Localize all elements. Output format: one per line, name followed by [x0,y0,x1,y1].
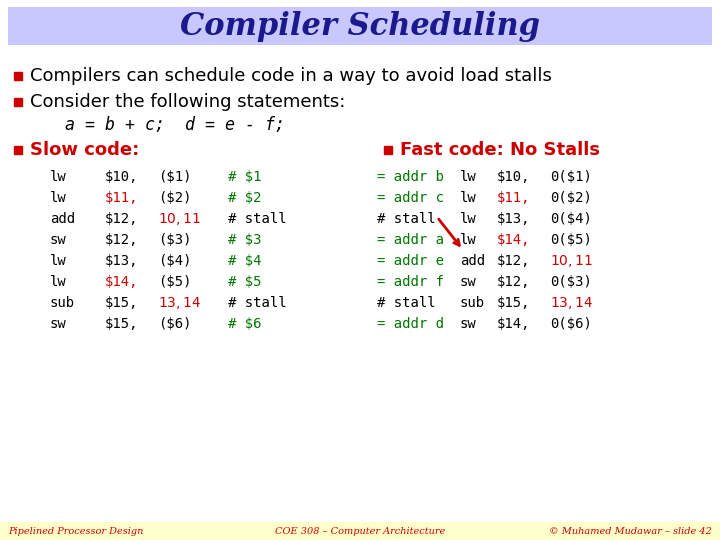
Text: ($1): ($1) [158,170,192,184]
Text: $14,: $14, [497,233,531,247]
Text: 0($6): 0($6) [550,317,592,331]
Text: Consider the following statements:: Consider the following statements: [30,93,346,111]
Text: add: add [50,212,75,226]
Text: # $5: # $5 [228,275,261,289]
Text: ($4): ($4) [158,254,192,268]
Text: a = b + c;  d = e - f;: a = b + c; d = e - f; [65,116,285,134]
Text: # $1: # $1 [228,170,261,184]
Text: ($3): ($3) [158,233,192,247]
Text: Compilers can schedule code in a way to avoid load stalls: Compilers can schedule code in a way to … [30,67,552,85]
Text: $11,: $11, [497,191,531,205]
Text: = addr f: = addr f [377,275,444,289]
Text: sw: sw [50,233,67,247]
Text: lw: lw [460,170,477,184]
Text: © Muhamed Mudawar – slide 42: © Muhamed Mudawar – slide 42 [549,526,712,536]
Text: COE 308 – Computer Architecture: COE 308 – Computer Architecture [275,526,445,536]
Text: lw: lw [50,170,67,184]
Text: ($5): ($5) [158,275,192,289]
Bar [0,522,720,540]
Text: # stall: # stall [228,212,287,226]
Text: lw: lw [50,275,67,289]
Text: $13,: $13, [105,254,138,268]
Text: Pipelined Processor Design: Pipelined Processor Design [8,526,143,536]
Text: sub: sub [460,296,485,310]
Text: = addr e: = addr e [377,254,444,268]
Text: lw: lw [460,212,477,226]
Text: # $2: # $2 [228,191,261,205]
Text: $10,: $10, [497,170,531,184]
Text: $12,: $12, [497,254,531,268]
Text: $12,: $12, [105,212,138,226]
Text: $15,: $15, [105,296,138,310]
Text: # stall: # stall [377,296,436,310]
Text: $14,: $14, [105,275,138,289]
Text: # $3: # $3 [228,233,261,247]
Text: sw: sw [460,275,477,289]
Text: ($6): ($6) [158,317,192,331]
Text: $15,: $15, [497,296,531,310]
Text: 0($1): 0($1) [550,170,592,184]
Text: = addr b: = addr b [377,170,444,184]
Text: lw: lw [460,233,477,247]
Text: # $6: # $6 [228,317,261,331]
Text: lw: lw [460,191,477,205]
Text: $13,: $13, [497,212,531,226]
Text: # stall: # stall [228,296,287,310]
Text: Fast code: No Stalls: Fast code: No Stalls [400,141,600,159]
Text: $12,: $12, [105,233,138,247]
Text: $11,: $11, [105,191,138,205]
Text: $10, $11: $10, $11 [158,211,201,227]
Text: sw: sw [460,317,477,331]
Text: Compiler Scheduling: Compiler Scheduling [180,10,540,42]
Text: 0($2): 0($2) [550,191,592,205]
Text: 0($3): 0($3) [550,275,592,289]
Text: $10, $11: $10, $11 [550,253,593,269]
Text: $13, $14: $13, $14 [550,295,593,311]
Text: = addr a: = addr a [377,233,444,247]
Text: $15,: $15, [105,317,138,331]
Text: $10,: $10, [105,170,138,184]
Text: sw: sw [50,317,67,331]
Text: ($2): ($2) [158,191,192,205]
Text: = addr c: = addr c [377,191,444,205]
Text: $13, $14: $13, $14 [158,295,201,311]
Text: 0($5): 0($5) [550,233,592,247]
Text: Slow code:: Slow code: [30,141,139,159]
Text: = addr d: = addr d [377,317,444,331]
Text: # stall: # stall [377,212,436,226]
Text: 0($4): 0($4) [550,212,592,226]
Text: lw: lw [50,191,67,205]
Text: add: add [460,254,485,268]
Bar [8,7,712,45]
Text: sub: sub [50,296,75,310]
Text: # $4: # $4 [228,254,261,268]
Text: lw: lw [50,254,67,268]
Text: $12,: $12, [497,275,531,289]
Text: $14,: $14, [497,317,531,331]
